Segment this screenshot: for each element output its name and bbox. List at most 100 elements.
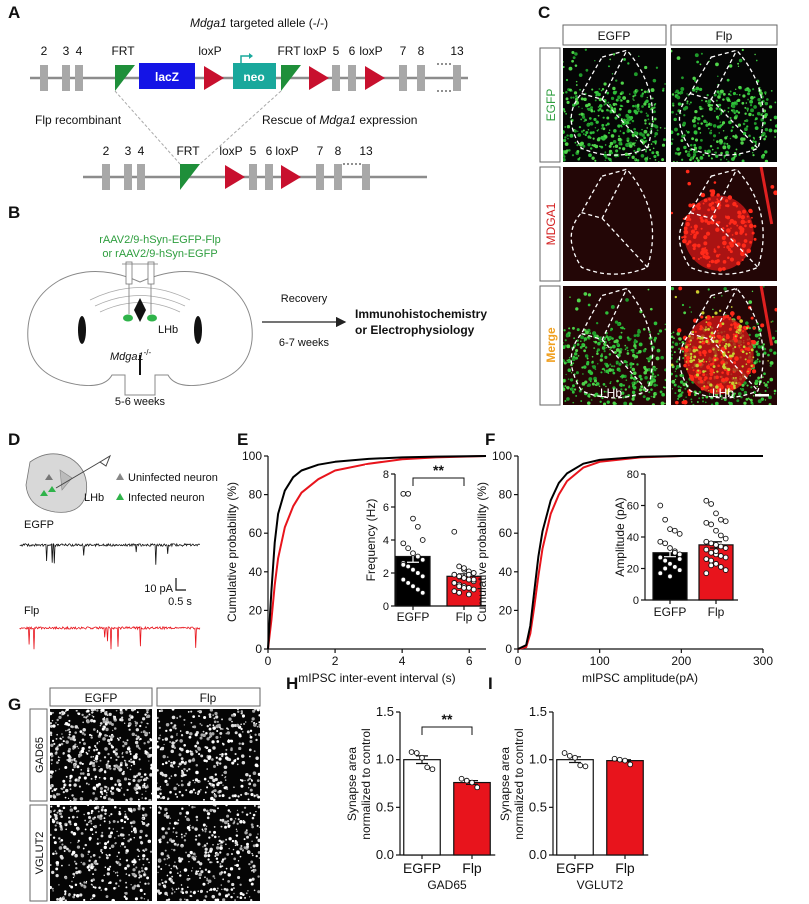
signal-puncta (671, 142, 673, 146)
signal-puncta (83, 898, 86, 901)
signal-puncta (93, 759, 95, 762)
brain-slice-icon (25, 453, 88, 513)
signal-puncta (117, 738, 120, 741)
signal-puncta (126, 767, 129, 769)
signal-puncta (732, 377, 735, 379)
signal-puncta (191, 805, 194, 809)
signal-puncta (101, 849, 103, 851)
signal-puncta (64, 899, 67, 901)
signal-puncta (240, 723, 242, 726)
signal-puncta (121, 842, 125, 846)
signal-puncta (68, 820, 72, 824)
signal-puncta (728, 354, 732, 358)
signal-puncta (130, 758, 133, 761)
signal-puncta (646, 96, 649, 99)
signal-puncta (718, 103, 722, 107)
signal-puncta (589, 106, 594, 110)
signal-puncta (216, 889, 218, 892)
signal-puncta (717, 75, 719, 77)
signal-puncta (228, 837, 232, 841)
signal-puncta (108, 814, 111, 817)
loxp-label: loxP (359, 44, 382, 58)
signal-puncta (625, 143, 630, 147)
signal-puncta (596, 137, 601, 142)
signal-puncta (650, 388, 653, 391)
signal-puncta (566, 359, 568, 362)
data-point (456, 583, 462, 590)
signal-puncta (237, 795, 240, 798)
signal-puncta (763, 114, 767, 119)
signal-puncta (754, 333, 759, 338)
signal-puncta (612, 371, 616, 375)
signal-puncta (160, 852, 164, 856)
column-header-box (562, 24, 667, 46)
signal-puncta (207, 748, 212, 753)
signal-puncta (216, 783, 219, 786)
signal-puncta (640, 153, 645, 158)
signal-puncta (698, 390, 702, 394)
x-tick-label: 0 (265, 654, 272, 668)
signal-puncta (745, 326, 749, 330)
signal-puncta (164, 773, 168, 778)
signal-puncta (144, 867, 148, 871)
y-tick-label: 80 (249, 488, 263, 502)
signal-puncta (101, 793, 104, 796)
signal-puncta (742, 345, 746, 349)
exon-3 (124, 164, 132, 190)
signal-puncta (131, 860, 135, 864)
signal-puncta (769, 364, 772, 367)
signal-puncta (126, 746, 131, 751)
signal-puncta (695, 231, 699, 235)
signal-puncta (198, 862, 203, 866)
signal-puncta (625, 346, 629, 349)
signal-puncta (160, 797, 162, 799)
signal-puncta (61, 864, 63, 867)
signal-puncta (190, 710, 193, 713)
signal-puncta (601, 109, 604, 113)
signal-puncta (593, 347, 596, 349)
signal-puncta (720, 151, 723, 155)
signal-puncta (763, 351, 767, 355)
signal-puncta (185, 811, 190, 815)
signal-puncta (746, 110, 749, 112)
y-tick-label: 4 (383, 535, 389, 547)
signal-puncta (138, 758, 141, 761)
signal-puncta (216, 729, 219, 733)
signal-puncta (606, 346, 608, 349)
signal-puncta (177, 887, 180, 890)
signal-puncta (693, 224, 698, 229)
signal-puncta (118, 885, 120, 887)
exon-number: 2 (41, 44, 48, 58)
signal-puncta (252, 864, 256, 868)
signal-puncta (609, 363, 612, 366)
signal-puncta (58, 837, 61, 840)
signal-puncta (730, 129, 733, 132)
signal-puncta (764, 135, 768, 138)
signal-puncta (745, 119, 749, 123)
signal-puncta (615, 79, 618, 82)
signal-puncta (230, 723, 235, 728)
virus-label-1: rAAV2/9-hSyn-EGFP-Flp (99, 234, 220, 246)
signal-puncta (573, 352, 578, 356)
signal-puncta (108, 712, 112, 716)
signal-puncta (698, 87, 703, 91)
signal-puncta (629, 362, 633, 366)
scale-bar (755, 394, 769, 397)
signal-puncta (564, 385, 567, 387)
signal-puncta (50, 786, 52, 790)
signal-puncta (565, 386, 568, 388)
x-axis-label: mIPSC amplitude(pA) (582, 671, 698, 685)
signal-puncta (566, 344, 571, 349)
signal-puncta (159, 748, 162, 751)
signal-puncta (711, 315, 714, 318)
signal-puncta (639, 377, 643, 381)
signal-puncta (53, 810, 55, 813)
signal-puncta (119, 763, 123, 767)
signal-puncta (99, 816, 103, 820)
signal-puncta (143, 898, 146, 900)
signal-puncta (576, 298, 581, 303)
signal-puncta (125, 798, 128, 801)
signal-puncta (235, 834, 239, 837)
signal-puncta (726, 142, 729, 145)
signal-puncta (746, 107, 750, 111)
